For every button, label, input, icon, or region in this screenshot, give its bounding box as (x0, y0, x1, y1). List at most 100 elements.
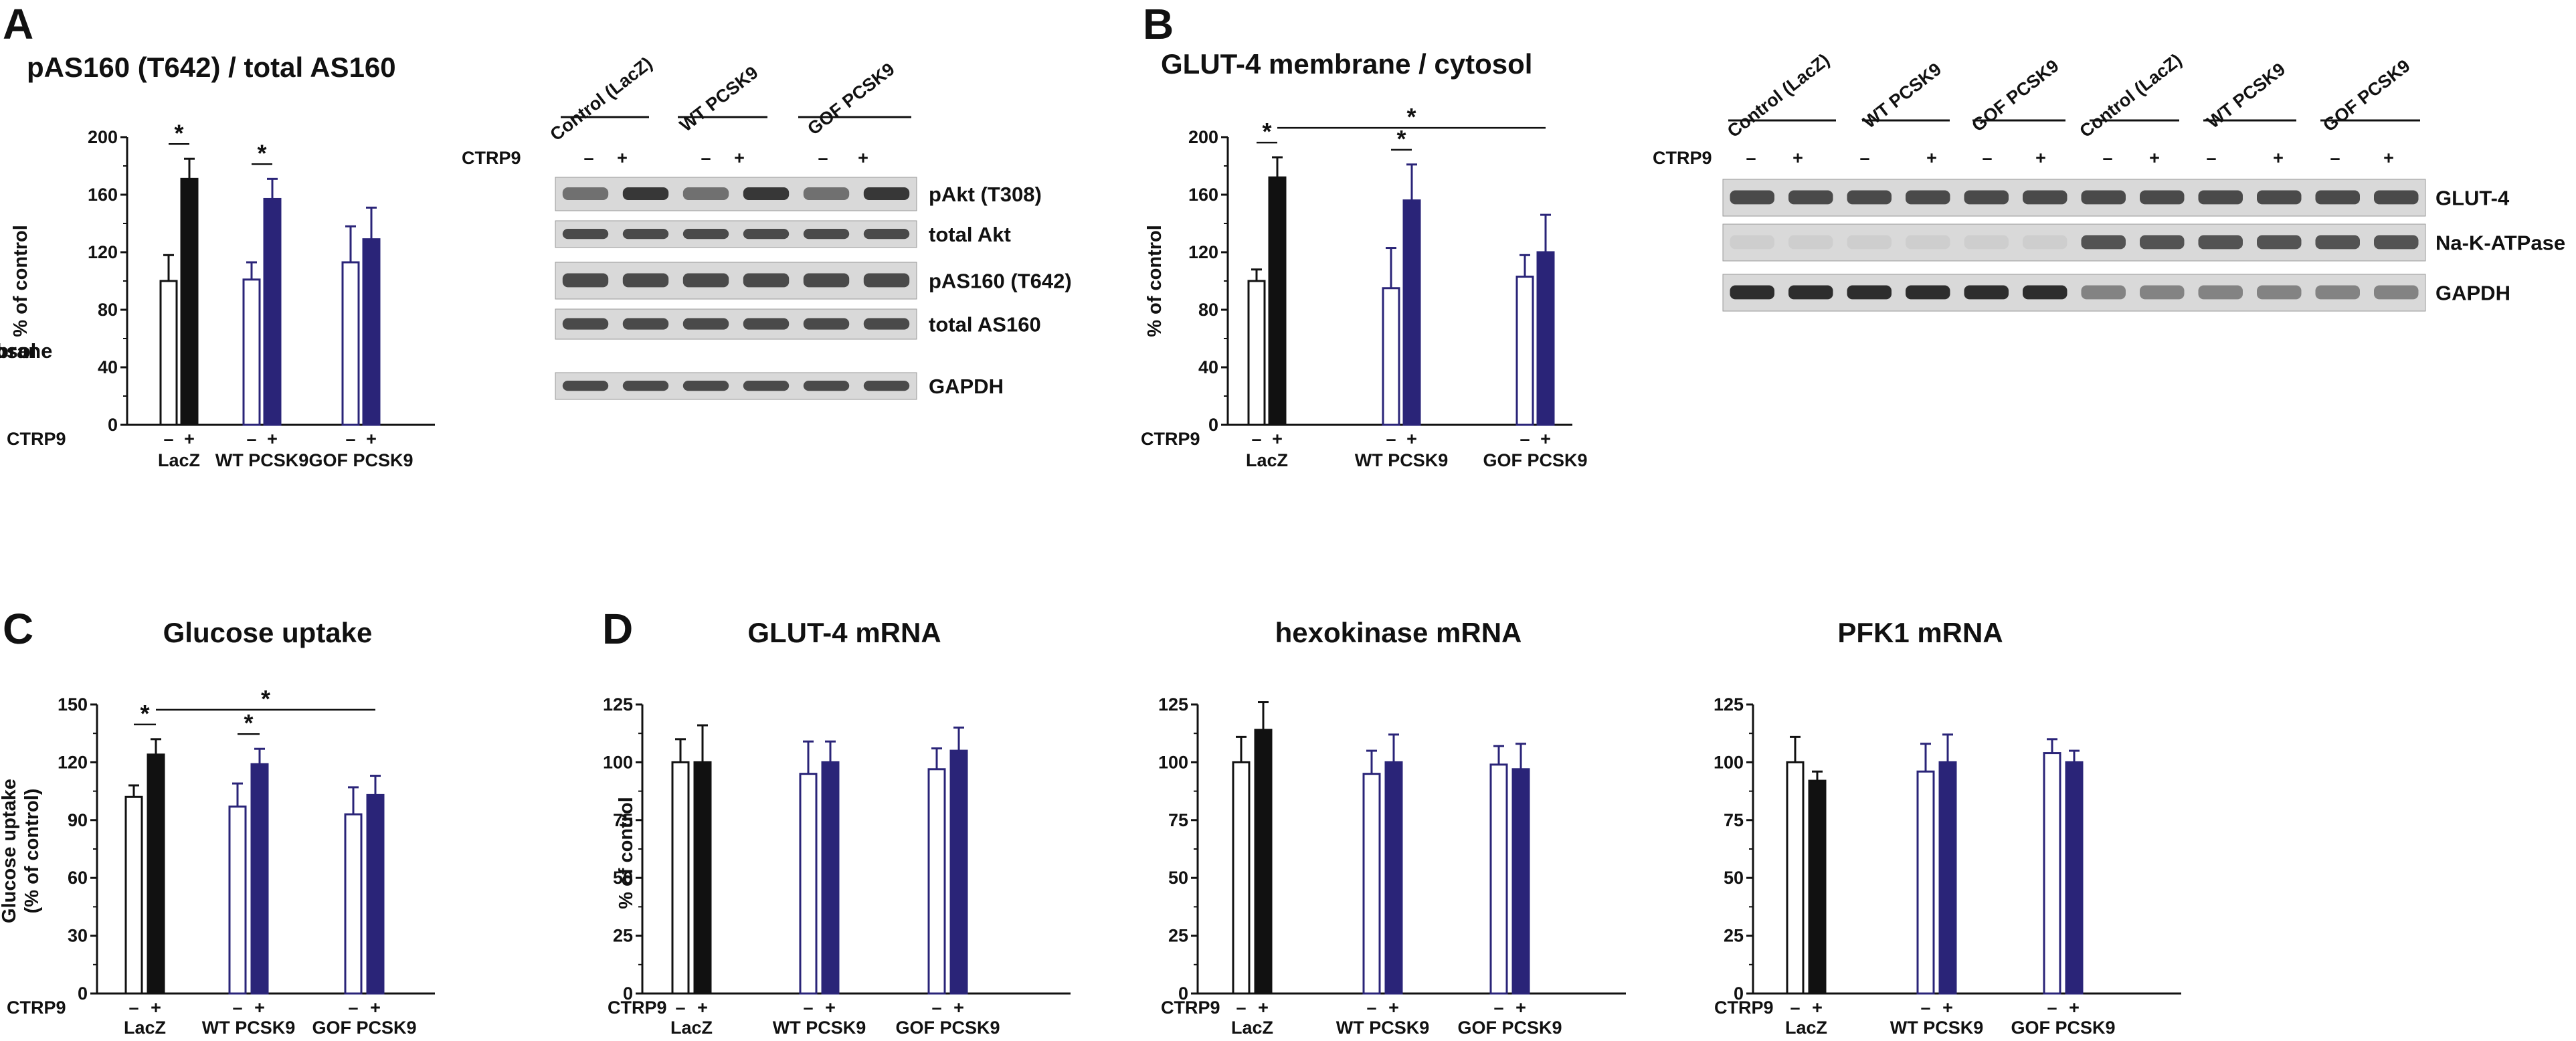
group-label: WT PCSK9 (202, 1018, 296, 1038)
blot-band (1847, 285, 1892, 300)
blot-band (2140, 285, 2185, 300)
blot-strip (555, 262, 917, 300)
blot-strip (1722, 223, 2426, 262)
panel-label-b: B (1143, 0, 1174, 48)
treatment-label: – (163, 429, 173, 449)
y-axis-label: Glucose uptake(% of control) (0, 779, 43, 923)
panel-label-d: D (602, 605, 633, 653)
treatment-label: + (370, 998, 381, 1018)
blot-band (2198, 285, 2243, 300)
y-tick-label: 100 (1158, 752, 1188, 772)
blot-band (803, 273, 850, 288)
blot-band (562, 381, 609, 391)
bar (799, 773, 818, 995)
blot-band (743, 381, 790, 391)
blot-band (682, 381, 729, 391)
band-label: total AS160 (929, 313, 1041, 337)
treatment-label: + (1406, 429, 1417, 449)
blot-band (562, 318, 609, 330)
treatment-label: – (1493, 998, 1503, 1018)
blot-band (863, 273, 910, 288)
blot-band (1847, 235, 1892, 250)
treatment-label: + (1388, 998, 1399, 1018)
blot-band (2198, 235, 2243, 250)
treatment-label: – (675, 998, 685, 1018)
significance-star: * (140, 700, 149, 727)
treatment-label: + (267, 429, 278, 449)
blot-band (622, 381, 669, 391)
bar (1402, 199, 1421, 426)
bar (2043, 752, 2061, 995)
blot-band (682, 229, 729, 240)
blot-band (1906, 235, 1950, 250)
bar (671, 761, 690, 995)
treatment-label: – (1746, 148, 1756, 168)
y-tick-label: 120 (58, 752, 88, 772)
chart-title: pAS160 (T642) / total AS160 (27, 52, 396, 83)
blot-band (2257, 190, 2302, 205)
bar (1362, 773, 1381, 995)
blot-0: Control (LacZ) – + WT PCSK9 – + GOF PCSK9 – + CTR… (462, 53, 1072, 400)
y-tick-label: 0 (108, 415, 118, 435)
y-tick-label: 160 (88, 185, 118, 205)
blot-band (1788, 190, 1833, 205)
blot-band (2315, 190, 2360, 205)
y-tick-label: 100 (603, 752, 633, 772)
treatment-label: – (2330, 148, 2340, 168)
lane-group-label: GOF PCSK9 (1968, 56, 2062, 136)
significance-star: * (257, 139, 266, 167)
blot-band (682, 318, 729, 330)
group-label: LacZ (158, 450, 200, 470)
y-tick-label: 25 (613, 926, 633, 946)
y-axis-label-line: Glucose uptake (0, 779, 20, 923)
significance-star: * (261, 685, 270, 713)
treatment-label: – (803, 998, 813, 1018)
blot-strip (1722, 179, 2426, 217)
chart-title: hexokinase mRNA (1275, 617, 1522, 648)
y-tick-label: 100 (1714, 752, 1744, 772)
blot-band (803, 187, 850, 200)
chart-title: Glucose uptake (163, 617, 373, 648)
bar (124, 795, 143, 995)
blot-band (743, 229, 790, 240)
row-label-ctrp9: CTRP9 (1161, 998, 1220, 1018)
section-label: cytosol (0, 339, 36, 363)
bar (366, 793, 385, 995)
y-tick-label: 80 (98, 300, 118, 320)
treatment-label: – (232, 998, 242, 1018)
treatment-label: – (2047, 998, 2057, 1018)
charts: pAS160 (T642) / total AS160 0 40 80 120 160 20… (0, 48, 2181, 1038)
bar (1489, 763, 1508, 995)
y-tick-label: 125 (1714, 694, 1744, 715)
treatment-label: – (583, 148, 593, 168)
y-tick-label: 75 (1724, 810, 1744, 830)
blot-band (2081, 235, 2126, 250)
blot-band (2023, 235, 2067, 250)
blot-strip (555, 372, 917, 400)
y-tick-label: 40 (98, 357, 118, 377)
y-tick-label: 25 (1724, 926, 1744, 946)
treatment-label: – (1366, 998, 1376, 1018)
y-axis-label-line: (% of control) (21, 789, 43, 914)
y-tick-label: 50 (1168, 868, 1188, 888)
blot-band (1906, 190, 1950, 205)
blot-strip (555, 177, 917, 211)
treatment-label: – (128, 998, 139, 1018)
lane-group-label: GOF PCSK9 (804, 59, 898, 139)
y-axis-label: % of control (10, 225, 31, 337)
y-tick-label: 125 (603, 694, 633, 715)
group-label: WT PCSK9 (1355, 450, 1449, 470)
band-label: GAPDH (2435, 282, 2510, 305)
significance-star: * (1406, 103, 1416, 130)
blot-band (1730, 285, 1774, 300)
lane-group-label: Control (LacZ) (2076, 50, 2186, 141)
group-label: WT PCSK9 (1890, 1018, 1984, 1038)
blot-band (2374, 285, 2419, 300)
y-tick-label: 120 (88, 242, 118, 262)
bar (1511, 768, 1530, 995)
bar (147, 753, 165, 995)
bar (1247, 280, 1266, 426)
blot-band (1847, 190, 1892, 205)
band-label: Na-K-ATPase (2435, 231, 2565, 255)
